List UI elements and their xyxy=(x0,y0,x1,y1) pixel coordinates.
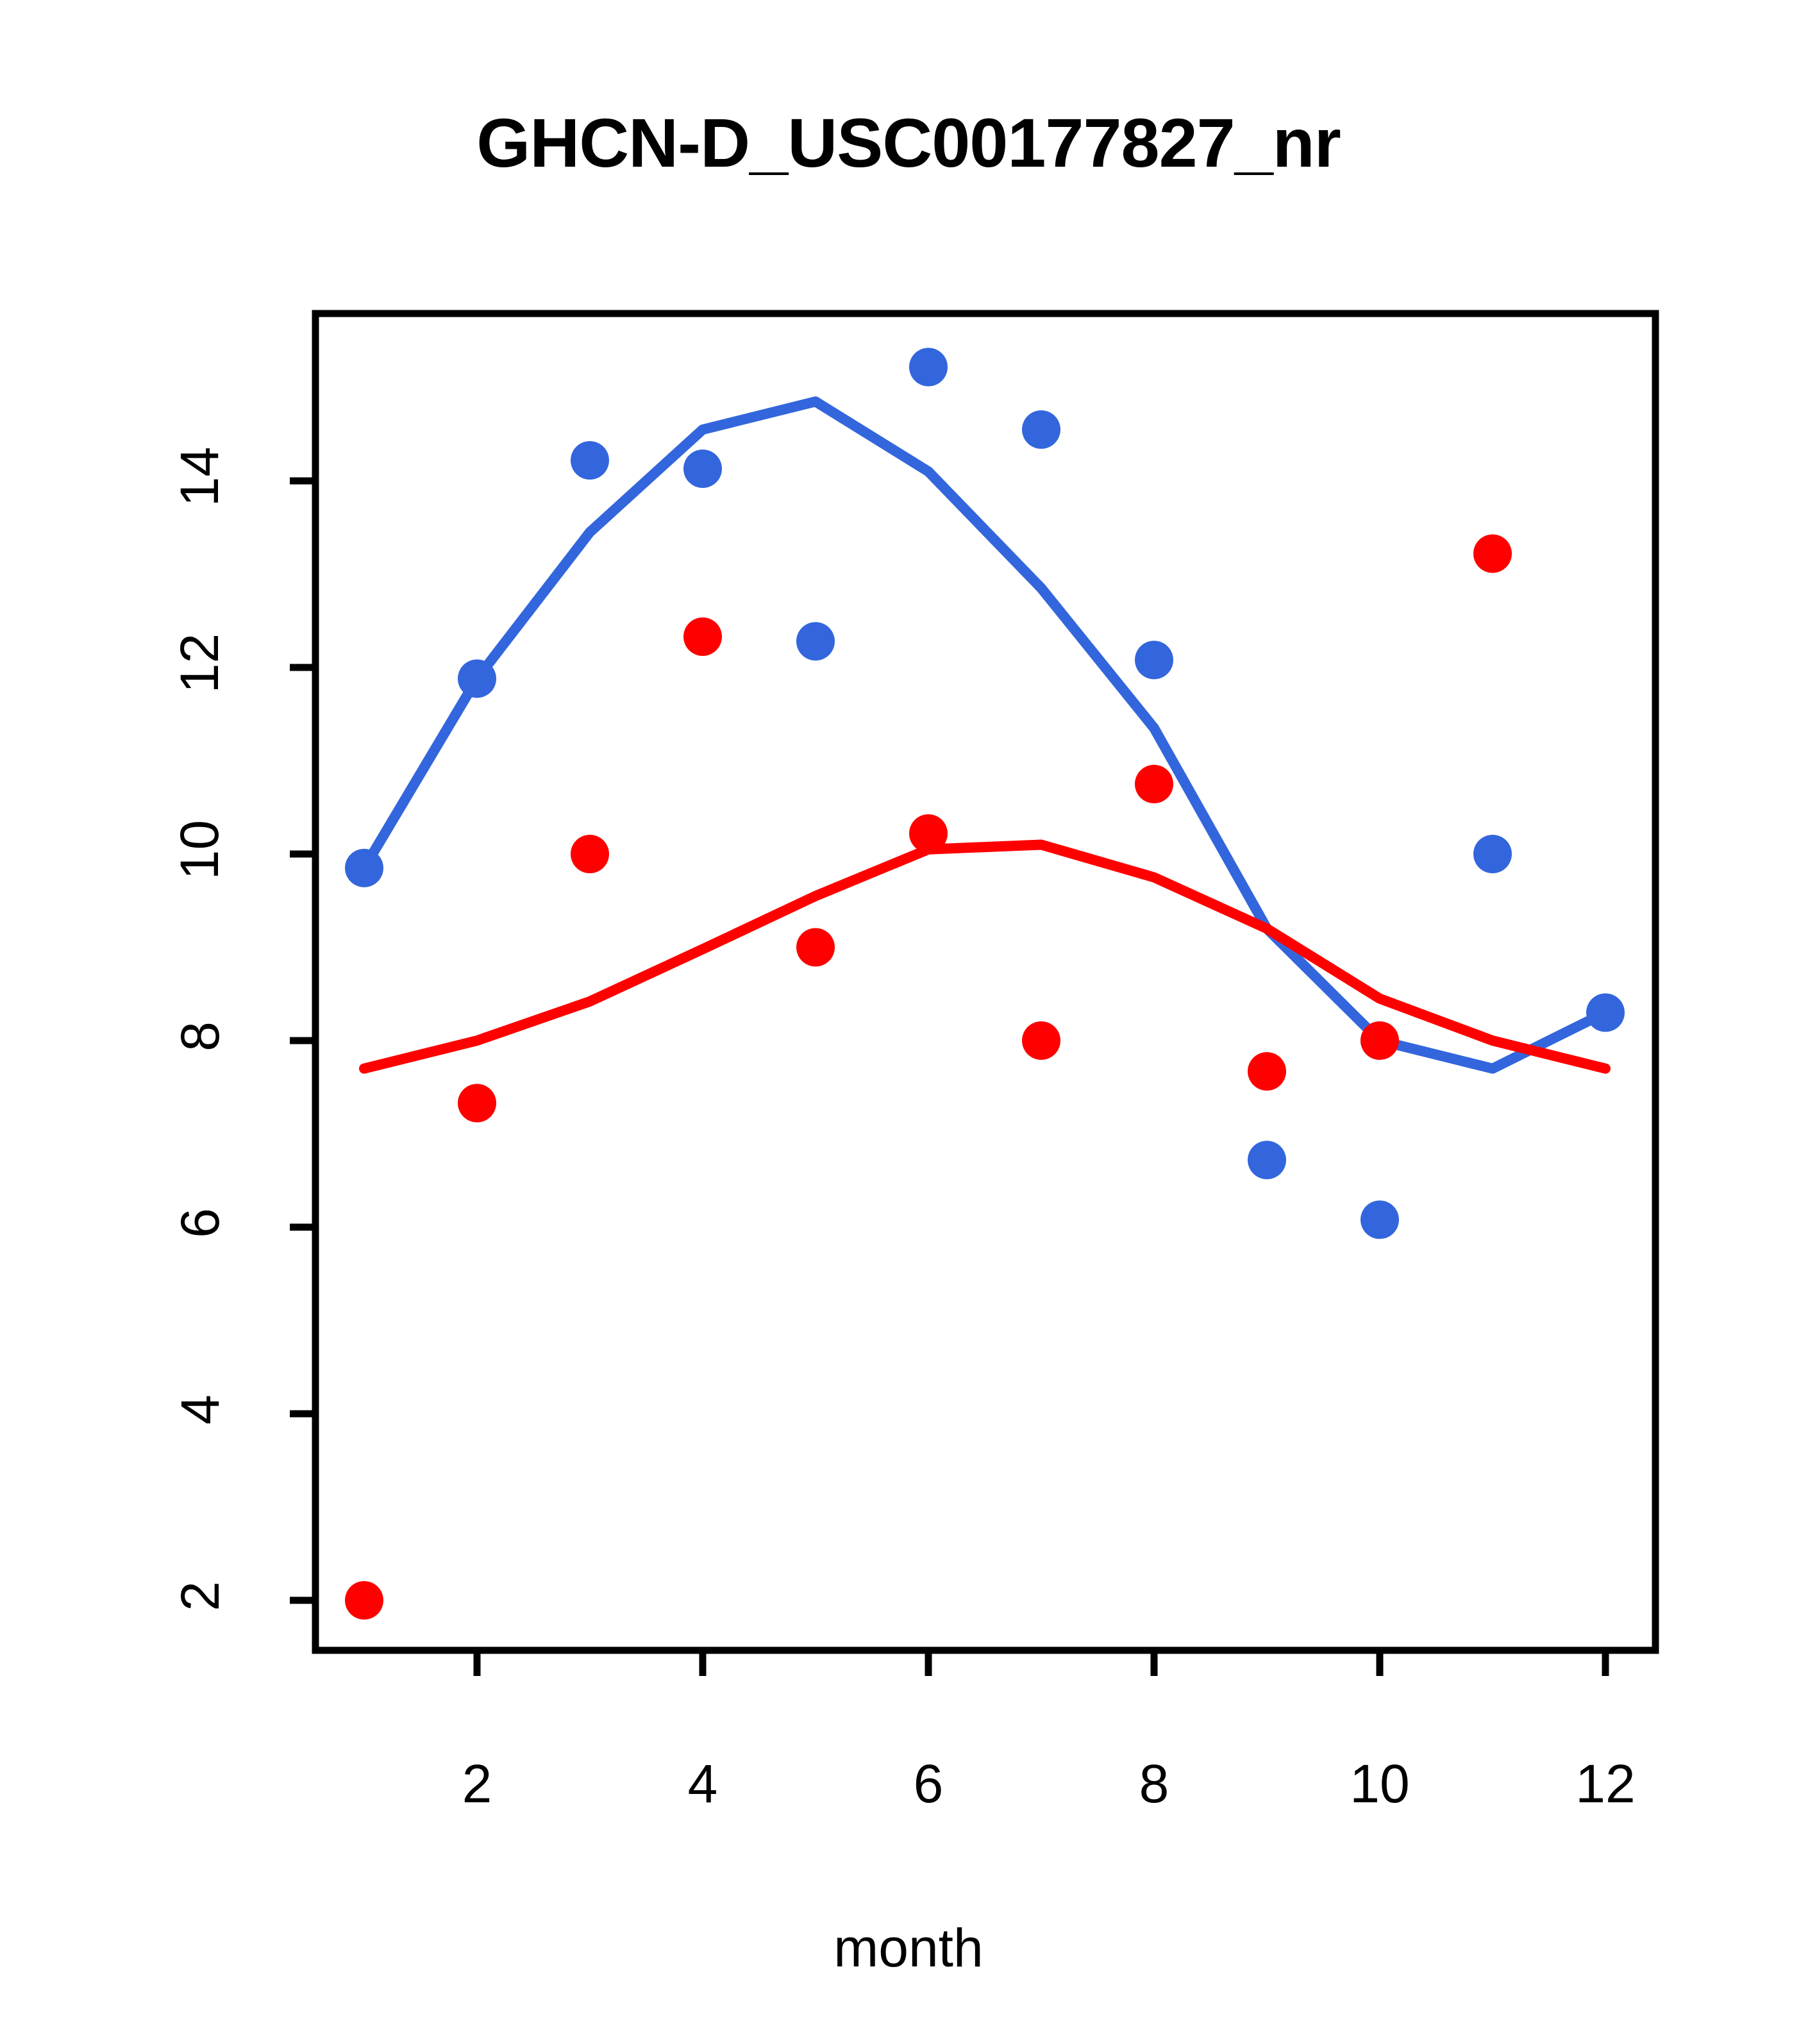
x-tick-label-12: 12 xyxy=(1575,1754,1636,1814)
data-point xyxy=(571,835,609,873)
data-point xyxy=(1248,1141,1286,1180)
data-point xyxy=(345,1581,383,1620)
data-point xyxy=(1135,641,1173,680)
axis-box xyxy=(312,310,1659,1654)
y-tick-label-8: 8 xyxy=(169,1021,230,1051)
blue-trend-line xyxy=(359,396,1611,1074)
data-point xyxy=(1135,764,1173,803)
x-axis-ticks xyxy=(473,1650,1609,1676)
x-axis-label: month xyxy=(833,1918,984,1978)
data-point xyxy=(909,348,948,387)
data-point xyxy=(796,622,835,661)
data-point xyxy=(1361,1200,1399,1239)
data-point xyxy=(345,848,383,887)
data-point xyxy=(1022,410,1060,449)
y-tick-label-10: 10 xyxy=(169,819,230,880)
x-tick-label-10: 10 xyxy=(1350,1754,1410,1814)
data-point xyxy=(458,659,496,698)
data-point xyxy=(458,1084,496,1123)
data-point xyxy=(571,440,609,480)
x-tick-label-4: 4 xyxy=(687,1754,718,1814)
page-title: GHCN-D_USC00177827_nr xyxy=(476,104,1341,181)
y-tick-label-6: 6 xyxy=(169,1208,230,1238)
data-point xyxy=(796,928,835,967)
data-point xyxy=(1248,1052,1286,1091)
x-tick-label-8: 8 xyxy=(1139,1754,1169,1814)
y-tick-label-2: 2 xyxy=(169,1581,230,1611)
red-data-points xyxy=(345,534,1512,1620)
data-point xyxy=(1586,993,1625,1032)
data-point xyxy=(683,617,722,656)
data-point xyxy=(683,449,722,489)
data-point xyxy=(1473,534,1512,573)
x-tick-label-2: 2 xyxy=(462,1754,492,1814)
red-trend-line xyxy=(359,839,1611,1074)
blue-data-points xyxy=(345,348,1625,1239)
y-tick-label-14: 14 xyxy=(169,446,230,507)
y-axis-ticks xyxy=(290,477,315,1604)
data-point xyxy=(1361,1021,1399,1060)
x-tick-label-6: 6 xyxy=(913,1754,944,1814)
data-point xyxy=(1473,835,1512,873)
y-tick-label-12: 12 xyxy=(169,633,230,694)
y-tick-label-4: 4 xyxy=(169,1395,230,1425)
data-point xyxy=(1022,1021,1060,1060)
data-point xyxy=(909,814,948,853)
